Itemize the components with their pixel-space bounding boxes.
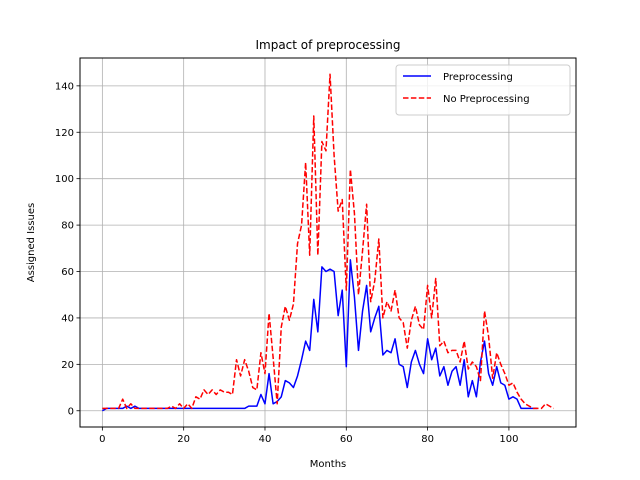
y-tick-label: 20 [61, 360, 74, 371]
legend-label-preprocessing: Preprocessing [443, 72, 513, 83]
y-tick-label: 60 [61, 267, 74, 278]
x-tick-label: 20 [177, 434, 190, 445]
ticks: 0 20 40 60 80 100 0 20 40 60 80 100 120 140 [55, 81, 519, 445]
x-tick-label: 100 [499, 434, 518, 445]
series-line-no-preprocessing [102, 73, 555, 410]
plot-frame [79, 57, 577, 428]
legend: Preprocessing No Preprocessing [395, 64, 571, 116]
y-axis-label: Assigned Issues [26, 203, 37, 282]
y-tick-label: 40 [61, 313, 74, 324]
y-tick-label: 120 [55, 128, 74, 139]
legend-box [395, 64, 571, 116]
y-tick-label: 100 [55, 174, 74, 185]
y-tick-label: 80 [61, 221, 74, 232]
x-tick-label: 80 [421, 434, 434, 445]
x-tick-label: 60 [340, 434, 353, 445]
chart-title: Impact of preprocessing [255, 38, 400, 52]
x-axis-label: Months [310, 459, 347, 470]
series-layer [101, 73, 555, 412]
series-line-preprocessing [101, 259, 538, 412]
legend-label-no-preprocessing: No Preprocessing [443, 94, 530, 105]
y-tick-label: 140 [55, 81, 74, 92]
x-tick-label: 0 [99, 434, 105, 445]
x-tick-label: 40 [259, 434, 272, 445]
y-tick-label: 0 [68, 406, 74, 417]
